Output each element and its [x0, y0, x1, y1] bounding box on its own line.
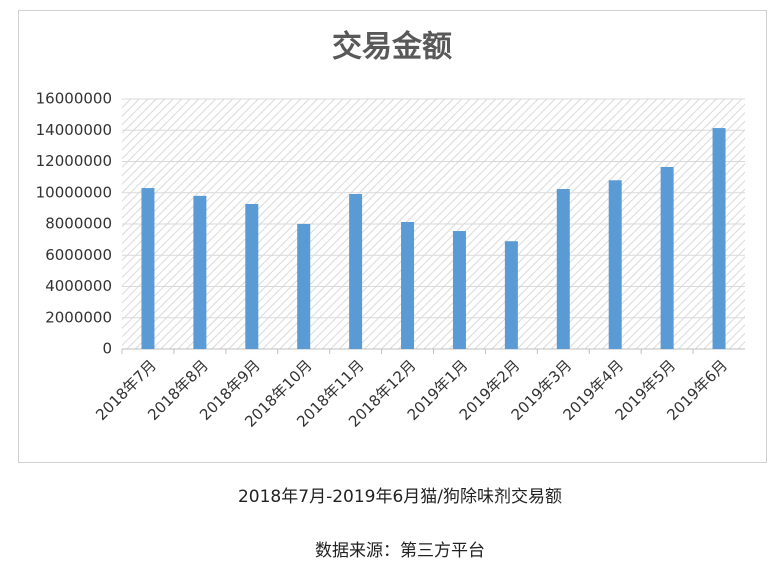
y-tick-label: 8000000: [45, 215, 112, 233]
bar: [245, 204, 259, 349]
bar: [452, 231, 466, 349]
y-tick-label: 0: [102, 340, 112, 358]
y-tick-label: 12000000: [36, 152, 112, 170]
bar: [193, 195, 207, 349]
bar: [504, 241, 518, 349]
bar: [349, 194, 363, 349]
bar: [141, 188, 155, 349]
y-tick-label: 2000000: [45, 308, 112, 326]
bar: [660, 166, 674, 349]
y-tick-label: 4000000: [45, 277, 112, 295]
y-tick-label: 14000000: [36, 121, 112, 139]
y-tick-label: 10000000: [36, 183, 112, 201]
bar: [608, 180, 622, 349]
bar: [556, 189, 570, 349]
bar: [297, 224, 311, 349]
caption: 2018年7月-2019年6月猫/狗除味剂交易额: [238, 487, 562, 507]
source: 数据来源：第三方平台: [315, 541, 485, 561]
bar: [712, 128, 726, 349]
y-tick-label: 16000000: [36, 90, 112, 108]
chart-title: 交易金额: [332, 30, 452, 65]
bar: [401, 221, 415, 349]
y-tick-label: 6000000: [45, 246, 112, 264]
